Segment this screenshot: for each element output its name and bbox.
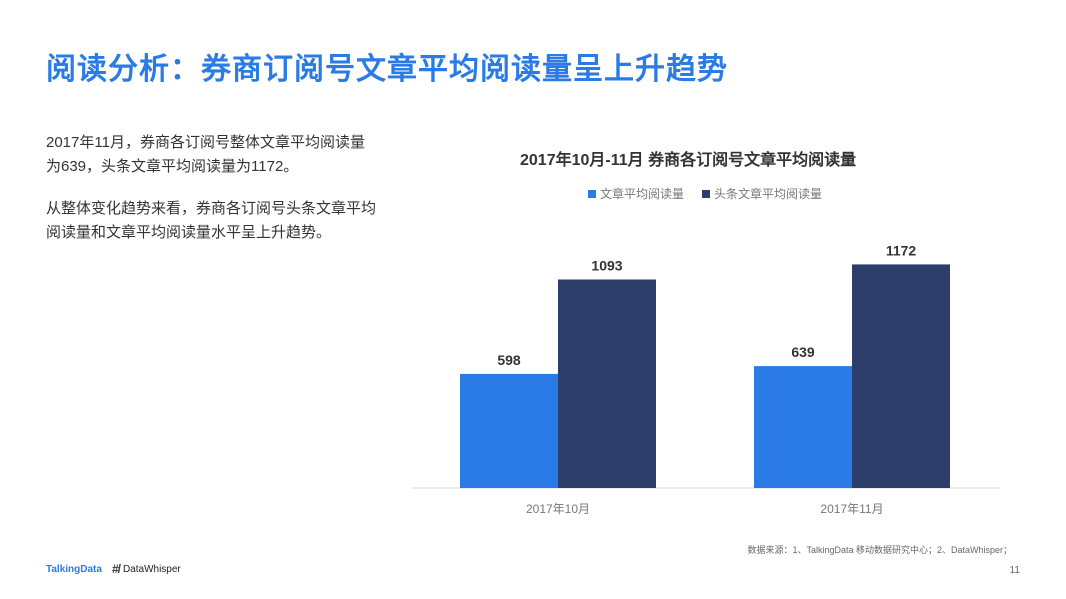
talkingdata-logo: TalkingData: [46, 563, 102, 575]
legend-item-article-avg: 文章平均阅读量: [588, 185, 684, 202]
datawhisper-logo-text: DataWhisper: [122, 563, 181, 575]
datawhisper-mark-icon: #/: [111, 562, 121, 576]
chart-title: 2017年10月-11月 券商各订阅号文章平均阅读量: [520, 152, 857, 169]
data-label-headline-avg-0: 1093: [591, 257, 622, 273]
footer-logos: TalkingData #/ DataWhisper: [46, 562, 181, 576]
legend-label-article-avg: 文章平均阅读量: [600, 187, 685, 201]
description: 2017年11月，券商各订阅号整体文章平均阅读量为639，头条文章平均阅读量为1…: [46, 131, 376, 263]
data-label-headline-avg-1: 1172: [886, 242, 917, 258]
legend-label-headline-avg: 头条文章平均阅读量: [714, 187, 823, 201]
source-note: 数据来源：1、TalkingData 移动数据研究中心；2、DataWhispe…: [747, 545, 1012, 555]
page-title: 阅读分析：券商订阅号文章平均阅读量呈上升趋势: [46, 53, 728, 86]
datawhisper-logo: #/ DataWhisper: [112, 562, 181, 576]
paragraph-1: 2017年11月，券商各订阅号整体文章平均阅读量为639，头条文章平均阅读量为1…: [46, 134, 365, 175]
bar-headline-avg-1: [852, 264, 950, 488]
bar-headline-avg-0: [558, 279, 656, 488]
x-tick-label-1: 2017年11月: [820, 502, 883, 516]
paragraph-2: 从整体变化趋势来看，券商各订阅号头条文章平均阅读量和文章平均阅读量水平呈上升趋势…: [46, 200, 377, 241]
legend-swatch-article-avg: [588, 189, 596, 198]
bar-chart: 598 1093 2017年10月 639 1172 2017年11月: [412, 242, 1000, 516]
bar-article-avg-1: [754, 366, 852, 488]
x-tick-label-0: 2017年10月: [526, 502, 590, 516]
chart-legend: 文章平均阅读量 头条文章平均阅读量: [588, 185, 822, 202]
page-number: 11: [1009, 565, 1020, 576]
data-label-article-avg-0: 598: [497, 352, 521, 368]
data-label-article-avg-1: 639: [791, 344, 815, 360]
bar-article-avg-0: [460, 373, 558, 488]
legend-item-headline-avg: 头条文章平均阅读量: [702, 185, 822, 202]
legend-swatch-headline-avg: [702, 189, 711, 198]
